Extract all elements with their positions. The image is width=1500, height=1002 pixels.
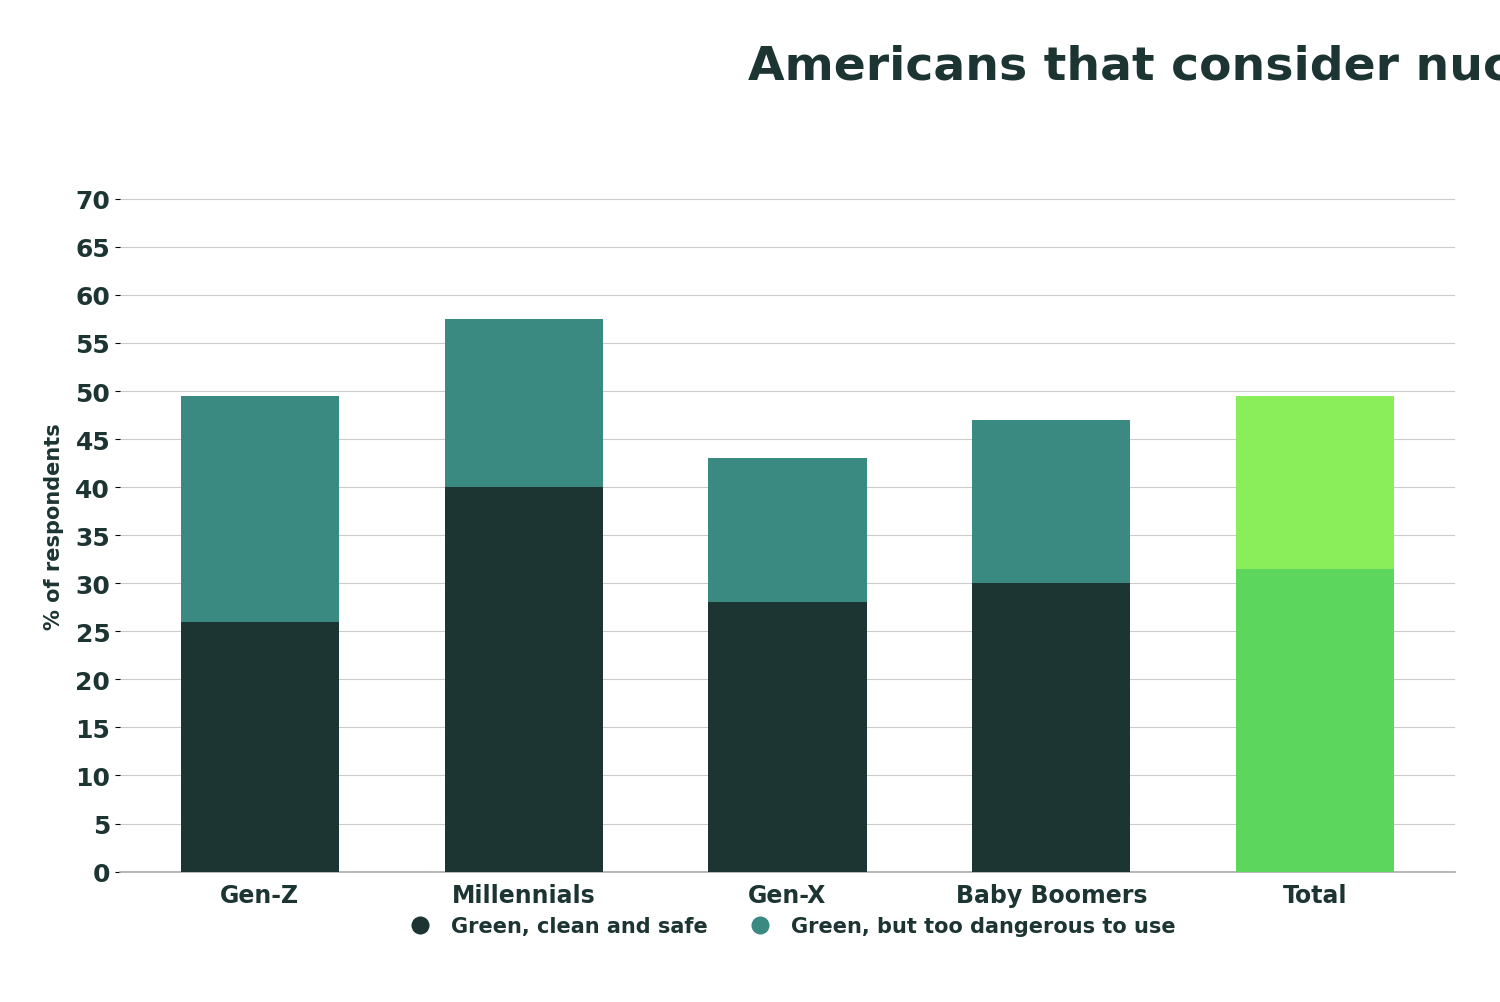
Bar (708, 459, 867, 603)
Bar (1236, 569, 1395, 872)
Text: Americans that consider nuclear energy ": Americans that consider nuclear energy " (748, 45, 1500, 90)
Bar (180, 622, 339, 872)
Bar (1236, 397, 1395, 569)
Y-axis label: % of respondents: % of respondents (44, 423, 64, 629)
Legend: Green, clean and safe, Green, but too dangerous to use: Green, clean and safe, Green, but too da… (392, 908, 1184, 944)
Bar (708, 603, 867, 872)
Bar (972, 583, 1131, 872)
Bar (180, 397, 339, 622)
Bar (444, 320, 603, 488)
Bar (444, 488, 603, 872)
Bar (972, 421, 1131, 583)
